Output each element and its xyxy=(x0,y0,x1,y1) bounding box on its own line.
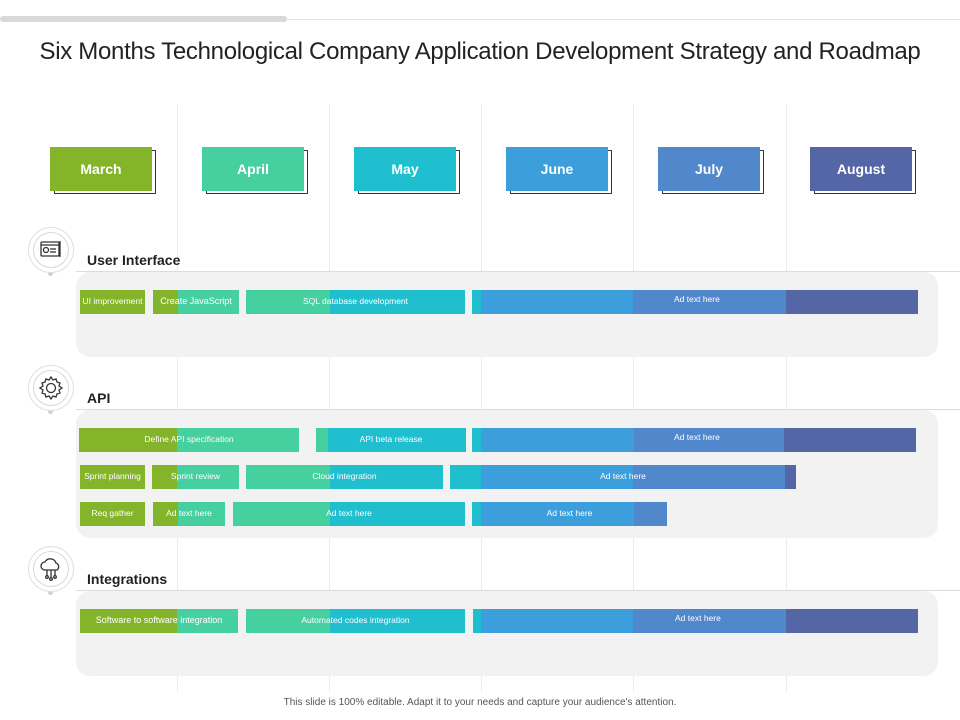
task-bar: Sprint review xyxy=(152,465,239,489)
grid-line xyxy=(786,104,787,692)
month-august: August xyxy=(810,147,916,194)
page-title: Six Months Technological Company Applica… xyxy=(39,38,921,65)
ui-panel-line xyxy=(76,271,960,272)
month-label: July xyxy=(658,147,760,191)
api-panel-line xyxy=(76,409,960,410)
month-label: June xyxy=(506,147,608,191)
task-bar: Req gather xyxy=(80,502,145,526)
integrations-panel-line xyxy=(76,590,960,591)
month-label: March xyxy=(50,147,152,191)
integrations-panel xyxy=(76,591,938,676)
grid-line xyxy=(177,104,178,692)
top-accent-bar xyxy=(0,16,287,22)
month-label: May xyxy=(354,147,456,191)
user-interface-icon xyxy=(28,227,74,273)
ui-panel xyxy=(76,272,938,357)
task-bar: Ad text here xyxy=(473,609,918,633)
task-bar: Cloud integration xyxy=(246,465,443,489)
section-label-ui: User Interface xyxy=(87,252,181,268)
task-bar: SQL database development xyxy=(246,290,465,314)
month-april: April xyxy=(202,147,308,194)
month-june: June xyxy=(506,147,612,194)
cloud-network-icon xyxy=(28,546,74,592)
task-bar: Software to software integration xyxy=(80,609,238,633)
task-bar: UI improvement xyxy=(80,290,145,314)
footer-note: This slide is 100% editable. Adapt it to… xyxy=(283,697,677,708)
task-bar: Ad text here xyxy=(472,290,918,314)
gear-icon xyxy=(28,365,74,411)
task-bar: Create JavaScript xyxy=(153,290,239,314)
top-divider xyxy=(287,19,960,20)
task-bar: API beta release xyxy=(316,428,466,452)
month-may: May xyxy=(354,147,460,194)
task-bar: Ad text here xyxy=(153,502,225,526)
task-bar: Automated codes integration xyxy=(246,609,465,633)
month-july: July xyxy=(658,147,764,194)
month-label: August xyxy=(810,147,912,191)
grid-line xyxy=(481,104,482,692)
task-bar: Ad text here xyxy=(233,502,465,526)
task-bar: Sprint planning xyxy=(80,465,145,489)
grid-line xyxy=(633,104,634,692)
grid-line xyxy=(329,104,330,692)
task-bar: Ad text here xyxy=(472,502,667,526)
task-bar: Define API specification xyxy=(79,428,299,452)
task-bar: Ad text here xyxy=(472,428,916,452)
section-label-integrations: Integrations xyxy=(87,571,168,587)
task-bar: Ad text here xyxy=(450,465,796,489)
month-label: April xyxy=(202,147,304,191)
section-label-api: API xyxy=(87,390,111,406)
month-march: March xyxy=(50,147,156,194)
